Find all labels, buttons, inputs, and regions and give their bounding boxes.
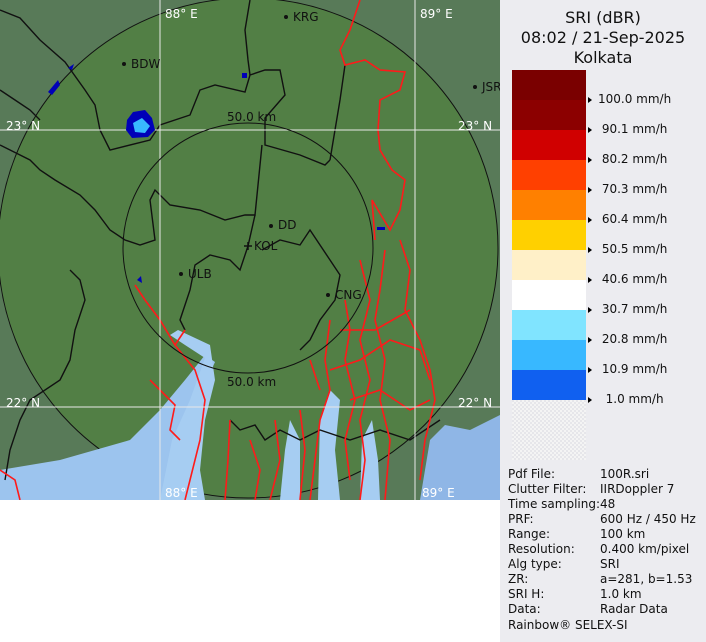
range-label-top: 50.0 km xyxy=(227,110,276,124)
metadata-value: 100 km xyxy=(600,527,646,541)
legend-label: 50.5 mm/h xyxy=(588,242,668,256)
lon-label-88-bottom: 88° E xyxy=(165,486,198,500)
info-panel: SRI (dBR) 08:02 / 21-Sep-2025 Kolkata 10… xyxy=(500,0,706,642)
legend-swatch xyxy=(512,370,586,400)
metadata-row: PRF: 600 Hz / 450 Hz xyxy=(508,512,696,526)
lat-label-22-right: 22° N xyxy=(458,396,492,410)
datetime: 08:02 / 21-Sep-2025 xyxy=(520,28,686,47)
metadata-row: SRI H: 1.0 km xyxy=(508,587,642,601)
metadata-key: Time sampling: xyxy=(508,497,601,511)
metadata-row: Data: Radar Data xyxy=(508,602,668,616)
metadata-value: 600 Hz / 450 Hz xyxy=(600,512,696,526)
hooghly-estuary xyxy=(160,330,215,500)
lat-label-23-left: 23° N xyxy=(6,119,40,133)
city-ulb: ULB xyxy=(188,267,212,281)
metadata-key: Alg type: xyxy=(508,557,562,571)
city-bdw: BDW xyxy=(131,57,160,71)
metadata-value: 100R.sri xyxy=(600,467,650,481)
legend-label: 10.9 mm/h xyxy=(588,362,668,376)
legend-label: 30.7 mm/h xyxy=(588,302,668,316)
city-kol: KOL xyxy=(254,239,278,253)
legend-swatch xyxy=(512,100,586,130)
city-cng: CNG xyxy=(335,288,362,302)
legend-label: 1.0 mm/h xyxy=(588,392,664,406)
metadata-value: 0.400 km/pixel xyxy=(600,542,690,556)
range-ring-100km xyxy=(0,0,499,499)
metadata-key: ZR: xyxy=(508,572,529,586)
metadata-key: Clutter Filter: xyxy=(508,482,587,496)
lon-label-89: 89° E xyxy=(420,7,453,21)
lat-label-23-right: 23° N xyxy=(458,119,492,133)
legend-label: 90.1 mm/h xyxy=(588,122,668,136)
metadata-row: Clutter Filter: IIRDoppler 7 xyxy=(508,482,674,496)
lon-label-89-bottom: 89° E xyxy=(422,486,455,500)
city-jsr: JSR xyxy=(481,80,500,94)
city-krg: KRG xyxy=(293,10,319,24)
metadata-key: Resolution: xyxy=(508,542,575,556)
metadata-key: Pdf File: xyxy=(508,467,556,481)
site-name: Kolkata xyxy=(573,48,633,67)
metadata-value: 48 xyxy=(600,497,616,511)
metadata-row: Resolution: 0.400 km/pixel xyxy=(508,542,689,556)
legend-label: 100.0 mm/h xyxy=(588,92,671,106)
bay-water xyxy=(0,355,215,500)
legend-swatch xyxy=(512,280,586,310)
range-ring-50km xyxy=(122,122,374,374)
legend-label: 40.6 mm/h xyxy=(588,272,668,286)
lon-label-88: 88° E xyxy=(165,7,198,21)
metadata-key: Data: xyxy=(508,602,541,616)
rivers xyxy=(0,0,436,500)
city-markers: KRG BDW JSR DD KOL ULB CNG xyxy=(122,10,500,302)
range-label-bottom: 50.0 km xyxy=(227,375,276,389)
metadata-key: Range: xyxy=(508,527,551,541)
legend-swatch xyxy=(512,160,586,190)
estuary-channels xyxy=(280,390,380,500)
lat-lon-grid xyxy=(0,0,500,500)
city-dd: DD xyxy=(278,218,296,232)
precipitation-echoes xyxy=(48,64,385,283)
metadata-value: 1.0 km xyxy=(600,587,642,601)
legend-no-data xyxy=(512,400,586,460)
legend-swatch xyxy=(512,190,586,220)
metadata-value: a=281, b=1.53 xyxy=(600,572,693,586)
legend-swatch xyxy=(512,220,586,250)
legend-label: 20.8 mm/h xyxy=(588,332,668,346)
metadata-row: ZR: a=281, b=1.53 xyxy=(508,572,692,586)
legend-swatch xyxy=(512,130,586,160)
metadata-value: Radar Data xyxy=(600,602,668,616)
legend-label: 60.4 mm/h xyxy=(588,212,668,226)
radar-map[interactable]: 88° E 89° E 88° E 89° E 23° N 23° N 22° … xyxy=(0,0,500,500)
metadata-row: Alg type: SRI xyxy=(508,557,620,571)
legend-swatch xyxy=(512,340,586,370)
footer-credit: Rainbow® SELEX-SI xyxy=(508,618,628,632)
metadata-value: IIRDoppler 7 xyxy=(600,482,675,496)
product-title: SRI (dBR) xyxy=(565,8,641,27)
metadata-row: Time sampling:48 xyxy=(508,497,615,511)
metadata-value: SRI xyxy=(600,557,620,571)
legend-swatch-top xyxy=(512,70,586,100)
lat-label-22-left: 22° N xyxy=(6,396,40,410)
legend-swatch xyxy=(512,310,586,340)
district-boundaries xyxy=(0,0,441,481)
legend-label: 70.3 mm/h xyxy=(588,182,668,196)
coastal-water xyxy=(420,415,500,500)
legend-label: 80.2 mm/h xyxy=(588,152,668,166)
metadata-row: Pdf File: 100R.sri xyxy=(508,467,649,481)
metadata-key: SRI H: xyxy=(508,587,545,601)
metadata-row: Range: 100 km xyxy=(508,527,645,541)
legend-swatch xyxy=(512,250,586,280)
metadata-key: PRF: xyxy=(508,512,534,526)
